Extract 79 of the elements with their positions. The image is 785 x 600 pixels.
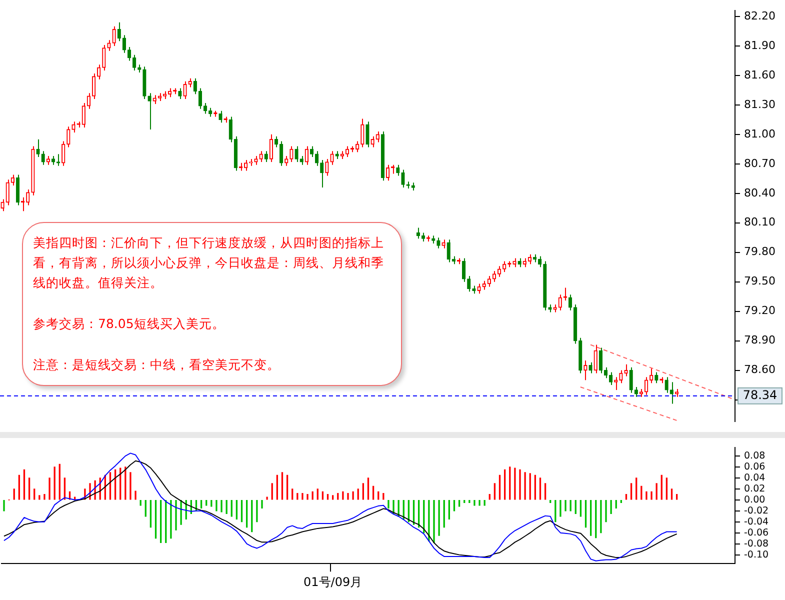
candlestick	[294, 146, 298, 162]
y-tick-label: 80.40	[744, 186, 776, 200]
candlestick	[467, 275, 471, 292]
candlestick	[107, 40, 111, 52]
annotation: 美指四时图：汇价向下，但下行速度放缓，从四时图的指标上看，有背离，所以须小心反弹，今日收盘是：周线、月线和季线的收盘。值得关注。	[33, 234, 385, 292]
candlestick	[446, 239, 450, 263]
candlestick	[198, 88, 202, 110]
y-tick-label: 79.50	[744, 274, 776, 288]
candlestick	[112, 26, 116, 46]
candlestick	[477, 283, 481, 294]
x-tick-label: 01号/09月	[304, 574, 362, 589]
y-tick-label: 81.30	[744, 98, 776, 111]
candlestick	[563, 287, 568, 302]
y-tick-label: 78.90	[744, 334, 776, 347]
annotation: 注意：是短线交易：中线，看空美元不变。	[33, 356, 281, 374]
annotation: 参考交易：78.05短线买入美元。	[33, 315, 226, 333]
candlestick	[568, 294, 572, 311]
candlestick	[584, 360, 588, 381]
candlestick	[56, 154, 60, 166]
y-tick-label: 81.00	[744, 127, 776, 140]
candlestick	[218, 110, 222, 124]
candlestick	[92, 73, 96, 100]
candlestick	[41, 150, 45, 166]
candlestick	[558, 294, 562, 311]
candlestick	[62, 140, 66, 166]
candlestick	[178, 88, 182, 100]
candlestick	[314, 150, 319, 166]
y-tick-label: 80.70	[744, 156, 776, 170]
candlestick	[360, 118, 364, 148]
candlestick	[325, 158, 329, 176]
candlestick	[436, 237, 440, 249]
y-tick-label: 0.00	[744, 494, 766, 506]
candlestick	[654, 372, 658, 384]
y-tick-label: 0.04	[744, 472, 766, 484]
candlestick	[36, 138, 40, 158]
y-tick-label: 79.20	[744, 304, 776, 318]
candlestick	[72, 121, 76, 133]
candlestick	[619, 370, 623, 384]
y-tick-label: 0.08	[744, 450, 766, 462]
candlestick	[330, 150, 334, 166]
y-tick-label: 80.10	[744, 216, 776, 229]
y-tick-label: -0.06	[744, 527, 769, 538]
candlestick	[290, 146, 294, 162]
candlestick	[26, 188, 30, 206]
candlestick	[386, 164, 390, 182]
y-tick-label: 0.06	[744, 461, 766, 472]
candlestick	[82, 102, 86, 128]
candlestick	[66, 126, 70, 148]
y-tick-label: 81.90	[744, 38, 776, 52]
y-tick-label: -0.02	[744, 505, 769, 516]
candlestick	[366, 121, 370, 148]
y-tick-label: -0.08	[744, 538, 769, 550]
candlestick	[304, 146, 309, 166]
candlestick	[183, 80, 187, 100]
candlestick	[148, 92, 152, 130]
candlestick	[588, 362, 592, 374]
candlestick	[117, 22, 121, 42]
candlestick	[664, 376, 668, 394]
y-tick-label: -0.04	[744, 516, 769, 528]
y-tick-label: -0.10	[744, 549, 769, 560]
candlestick	[370, 136, 374, 148]
candlestick	[97, 64, 101, 80]
candlestick	[401, 169, 405, 188]
candlestick	[497, 266, 502, 278]
ref-line-label: 78.34	[742, 388, 778, 402]
candlestick	[284, 156, 288, 166]
candlestick	[629, 366, 633, 394]
candlestick	[320, 159, 324, 188]
candlestick	[624, 364, 628, 377]
y-tick-label: 79.80	[744, 245, 776, 258]
y-tick-label: 82.20	[744, 9, 776, 22]
candlestick	[193, 78, 197, 95]
y-tick-label: 78.60	[744, 363, 776, 376]
y-tick-label: 81.60	[744, 68, 776, 82]
y-tick-label: 0.02	[744, 483, 766, 494]
candlestick	[102, 44, 106, 72]
candlestick	[86, 92, 91, 110]
candlestick	[259, 150, 263, 162]
candlestick	[269, 134, 274, 162]
